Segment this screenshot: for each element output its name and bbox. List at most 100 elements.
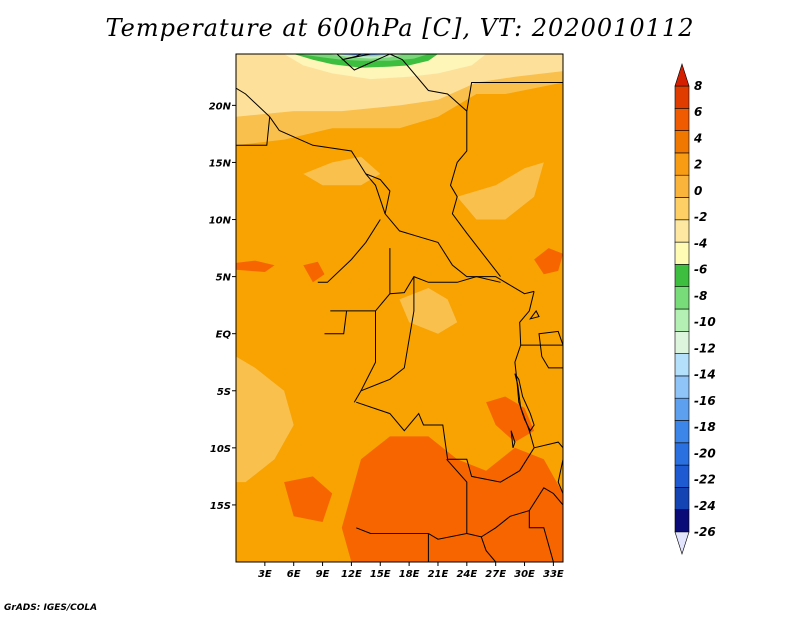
colorbar-label: -16 (694, 394, 716, 408)
boundary-line-5 (466, 82, 563, 112)
boundary-line-15 (533, 441, 563, 449)
colorbar-label: -20 (694, 446, 716, 460)
boundary-line-18 (466, 487, 563, 538)
lon-tick-label: 9E (316, 569, 330, 580)
colorbar-label: -26 (694, 525, 716, 539)
colorbar-label: -8 (694, 289, 707, 303)
boundary-line-12 (360, 276, 415, 392)
colorbar-bin (674, 174, 690, 198)
lakes (341, 54, 563, 494)
lon-tick-label: 24E (456, 569, 477, 580)
colorbar-label: -2 (694, 210, 707, 224)
boundary-line-17 (356, 458, 468, 540)
colorbar-bin (674, 330, 690, 354)
lake-outline-2 (557, 442, 563, 494)
lake-outline-0 (514, 373, 535, 432)
map-title: Temperature at 600hPa [C], VT: 202001011… (105, 14, 695, 42)
boundary-line-13 (514, 291, 535, 448)
colorbar-label: -18 (694, 420, 716, 434)
colorbar-bin (674, 197, 690, 221)
boundary-line-3 (269, 116, 535, 295)
colorbar-label: 8 (694, 79, 702, 93)
colorbar-label: 0 (694, 184, 702, 198)
colorbar-bin (674, 375, 690, 399)
boundary-line-0 (336, 54, 391, 71)
colorbar-bin (674, 464, 690, 488)
colorbar-label: -4 (694, 236, 707, 250)
colorbar-bin (674, 286, 690, 310)
colorbar-label: -10 (694, 315, 716, 329)
field-region-18 (534, 248, 563, 275)
colorbar-bin (674, 509, 690, 533)
lon-tick-label: 27E (485, 569, 506, 580)
boundary-line-4 (389, 54, 501, 277)
lon-tick-label: 33E (543, 569, 564, 580)
colorbar-label: -24 (694, 499, 716, 513)
colorbar-bin (674, 108, 690, 131)
lake-outline-3 (529, 309, 540, 320)
colorbar-bin (674, 241, 690, 265)
boundary-line-20 (480, 536, 497, 562)
field-region-11 (303, 156, 381, 186)
map-frame (235, 53, 564, 563)
boundary-line-21 (528, 510, 554, 562)
colorbar-label: -14 (694, 368, 716, 382)
field-region-8 (457, 162, 544, 220)
field-region-1 (236, 54, 563, 117)
colorbar-bin (674, 487, 690, 510)
boundary-line-10 (353, 310, 376, 403)
colorbar-label: -12 (694, 341, 716, 355)
grads-credit: GrADS: IGES/COLA (4, 603, 98, 613)
boundary-line-9 (324, 310, 348, 335)
temperature-field (236, 54, 563, 562)
colorbar-label: 2 (694, 158, 702, 172)
colorbar-label: 4 (693, 132, 702, 146)
lake-outline-4 (510, 430, 516, 448)
field-region-9 (236, 356, 294, 483)
colorbar-bin (674, 308, 690, 332)
colorbar-label: 6 (694, 105, 702, 119)
colorbar-bin (674, 264, 690, 287)
colorbar-bin (674, 397, 690, 421)
colorbar-bin (674, 420, 690, 444)
lon-tick-label: 3E (258, 569, 272, 580)
lon-tick-label: 30E (514, 569, 535, 580)
lat-tick-label: 5S (217, 387, 231, 398)
colorbar-bin (674, 130, 690, 154)
lon-tick-label: 12E (341, 569, 362, 580)
lake-outline-1 (538, 330, 563, 369)
boundary-line-16 (356, 401, 535, 483)
map-plot-area (236, 54, 563, 562)
lat-tick-label: EQ (216, 330, 232, 341)
colorbar-bin (674, 85, 690, 109)
boundary-line-1 (236, 87, 271, 118)
field-region-14 (486, 396, 535, 443)
lon-tick-label: 6E (287, 569, 301, 580)
lat-tick-label: 15N (209, 158, 232, 169)
country-boundaries (236, 54, 563, 562)
colorbar-low-arrow (674, 531, 690, 555)
lon-tick-label: 21E (428, 569, 449, 580)
lat-tick-label: 10N (209, 216, 232, 227)
colorbar-bin (674, 353, 690, 377)
lat-tick-label: 5N (216, 273, 232, 284)
lat-tick-label: 10S (210, 444, 231, 455)
colorbar-bin (674, 442, 690, 466)
colorbar-bin (674, 152, 690, 176)
lat-tick-label: 20N (209, 101, 232, 112)
lat-tick-label: 15S (210, 501, 231, 512)
field-region-17 (303, 261, 325, 283)
lon-tick-label: 15E (370, 569, 391, 580)
lake-outline-5 (341, 54, 371, 61)
boundary-line-8 (330, 248, 391, 312)
boundary-line-7 (317, 219, 381, 283)
colorbar-bin (674, 219, 690, 243)
lon-tick-label: 18E (399, 569, 420, 580)
colorbar-label: -6 (694, 263, 707, 277)
boundary-line-6 (365, 173, 386, 214)
boundary-line-2 (236, 116, 271, 146)
latitude-axis: 20N 15N 10N 5N EQ 5S 10S 15S (209, 101, 236, 512)
field-region-15 (284, 476, 333, 522)
field-region-13 (341, 436, 563, 562)
